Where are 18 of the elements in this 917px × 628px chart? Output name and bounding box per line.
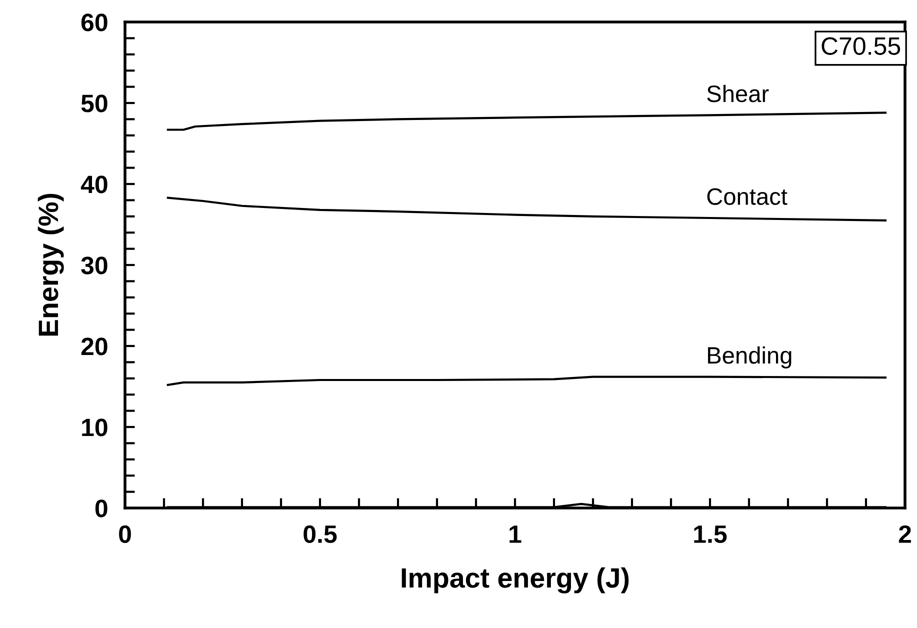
series-label: Contact bbox=[707, 188, 788, 205]
x-tick-label: 0 bbox=[119, 525, 131, 544]
series-label: Bending bbox=[708, 346, 792, 368]
x-tick-label: 2 bbox=[898, 525, 911, 543]
y-tick-label: 10 bbox=[82, 418, 108, 436]
x-axis-title: Impact energy (J) bbox=[402, 567, 629, 594]
y-axis-title: Energy (%) bbox=[38, 194, 64, 336]
y-tick-label: 20 bbox=[81, 338, 108, 356]
y-tick-label: 60 bbox=[81, 14, 108, 32]
y-tick-label: 30 bbox=[81, 256, 108, 274]
y-tick-label: 50 bbox=[81, 94, 108, 112]
y-tick-label: 0 bbox=[95, 500, 108, 518]
x-tick-label: 1 bbox=[510, 526, 522, 543]
y-tick-label: 40 bbox=[80, 176, 108, 194]
x-tick-label: 1.5 bbox=[694, 526, 727, 544]
series-label: Shear bbox=[707, 84, 769, 102]
x-tick-label: 0.5 bbox=[304, 525, 337, 544]
annotation: C70.55 bbox=[822, 37, 900, 55]
